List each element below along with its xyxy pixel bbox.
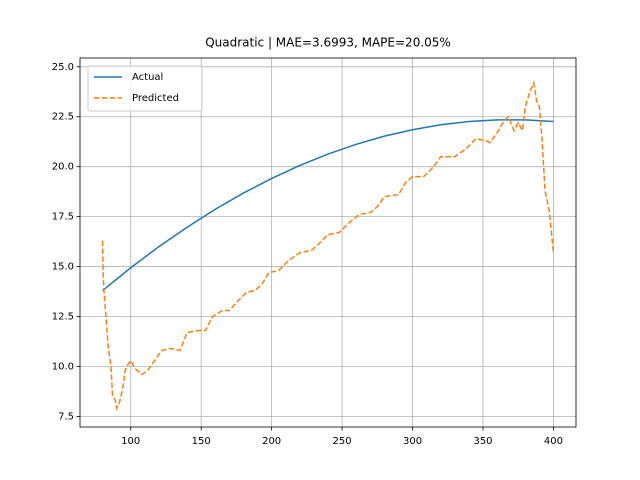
legend-text: Actual <box>132 72 163 83</box>
legend: Actual Predicted <box>87 65 203 112</box>
x-tick-label: 200 <box>262 436 281 447</box>
y-tick-label: 12.5 <box>52 312 74 323</box>
y-tick-label: 22.5 <box>52 112 74 123</box>
x-tick-label: 150 <box>192 436 211 447</box>
y-tick-label: 17.5 <box>52 212 74 223</box>
data-line <box>101 80 555 411</box>
data-line <box>102 119 554 292</box>
y-tick-label: 10.0 <box>52 361 74 372</box>
x-tick-label: 250 <box>333 436 352 447</box>
x-tick-label: 300 <box>403 436 422 447</box>
y-tick-label: 25.0 <box>52 62 74 73</box>
chart-title: Quadratic | MAE=3.6993, MAPE=20.05% <box>205 36 451 50</box>
plot-frame <box>79 57 577 428</box>
x-tick-label: 400 <box>544 436 563 447</box>
y-tick-label: 20.0 <box>52 162 74 173</box>
x-tick-label: 350 <box>473 436 492 447</box>
x-tick-label: 100 <box>121 436 140 447</box>
legend-text: Predicted <box>132 93 179 104</box>
y-tick-label: 15.0 <box>52 262 74 273</box>
y-tick-label: 7.5 <box>58 411 74 422</box>
